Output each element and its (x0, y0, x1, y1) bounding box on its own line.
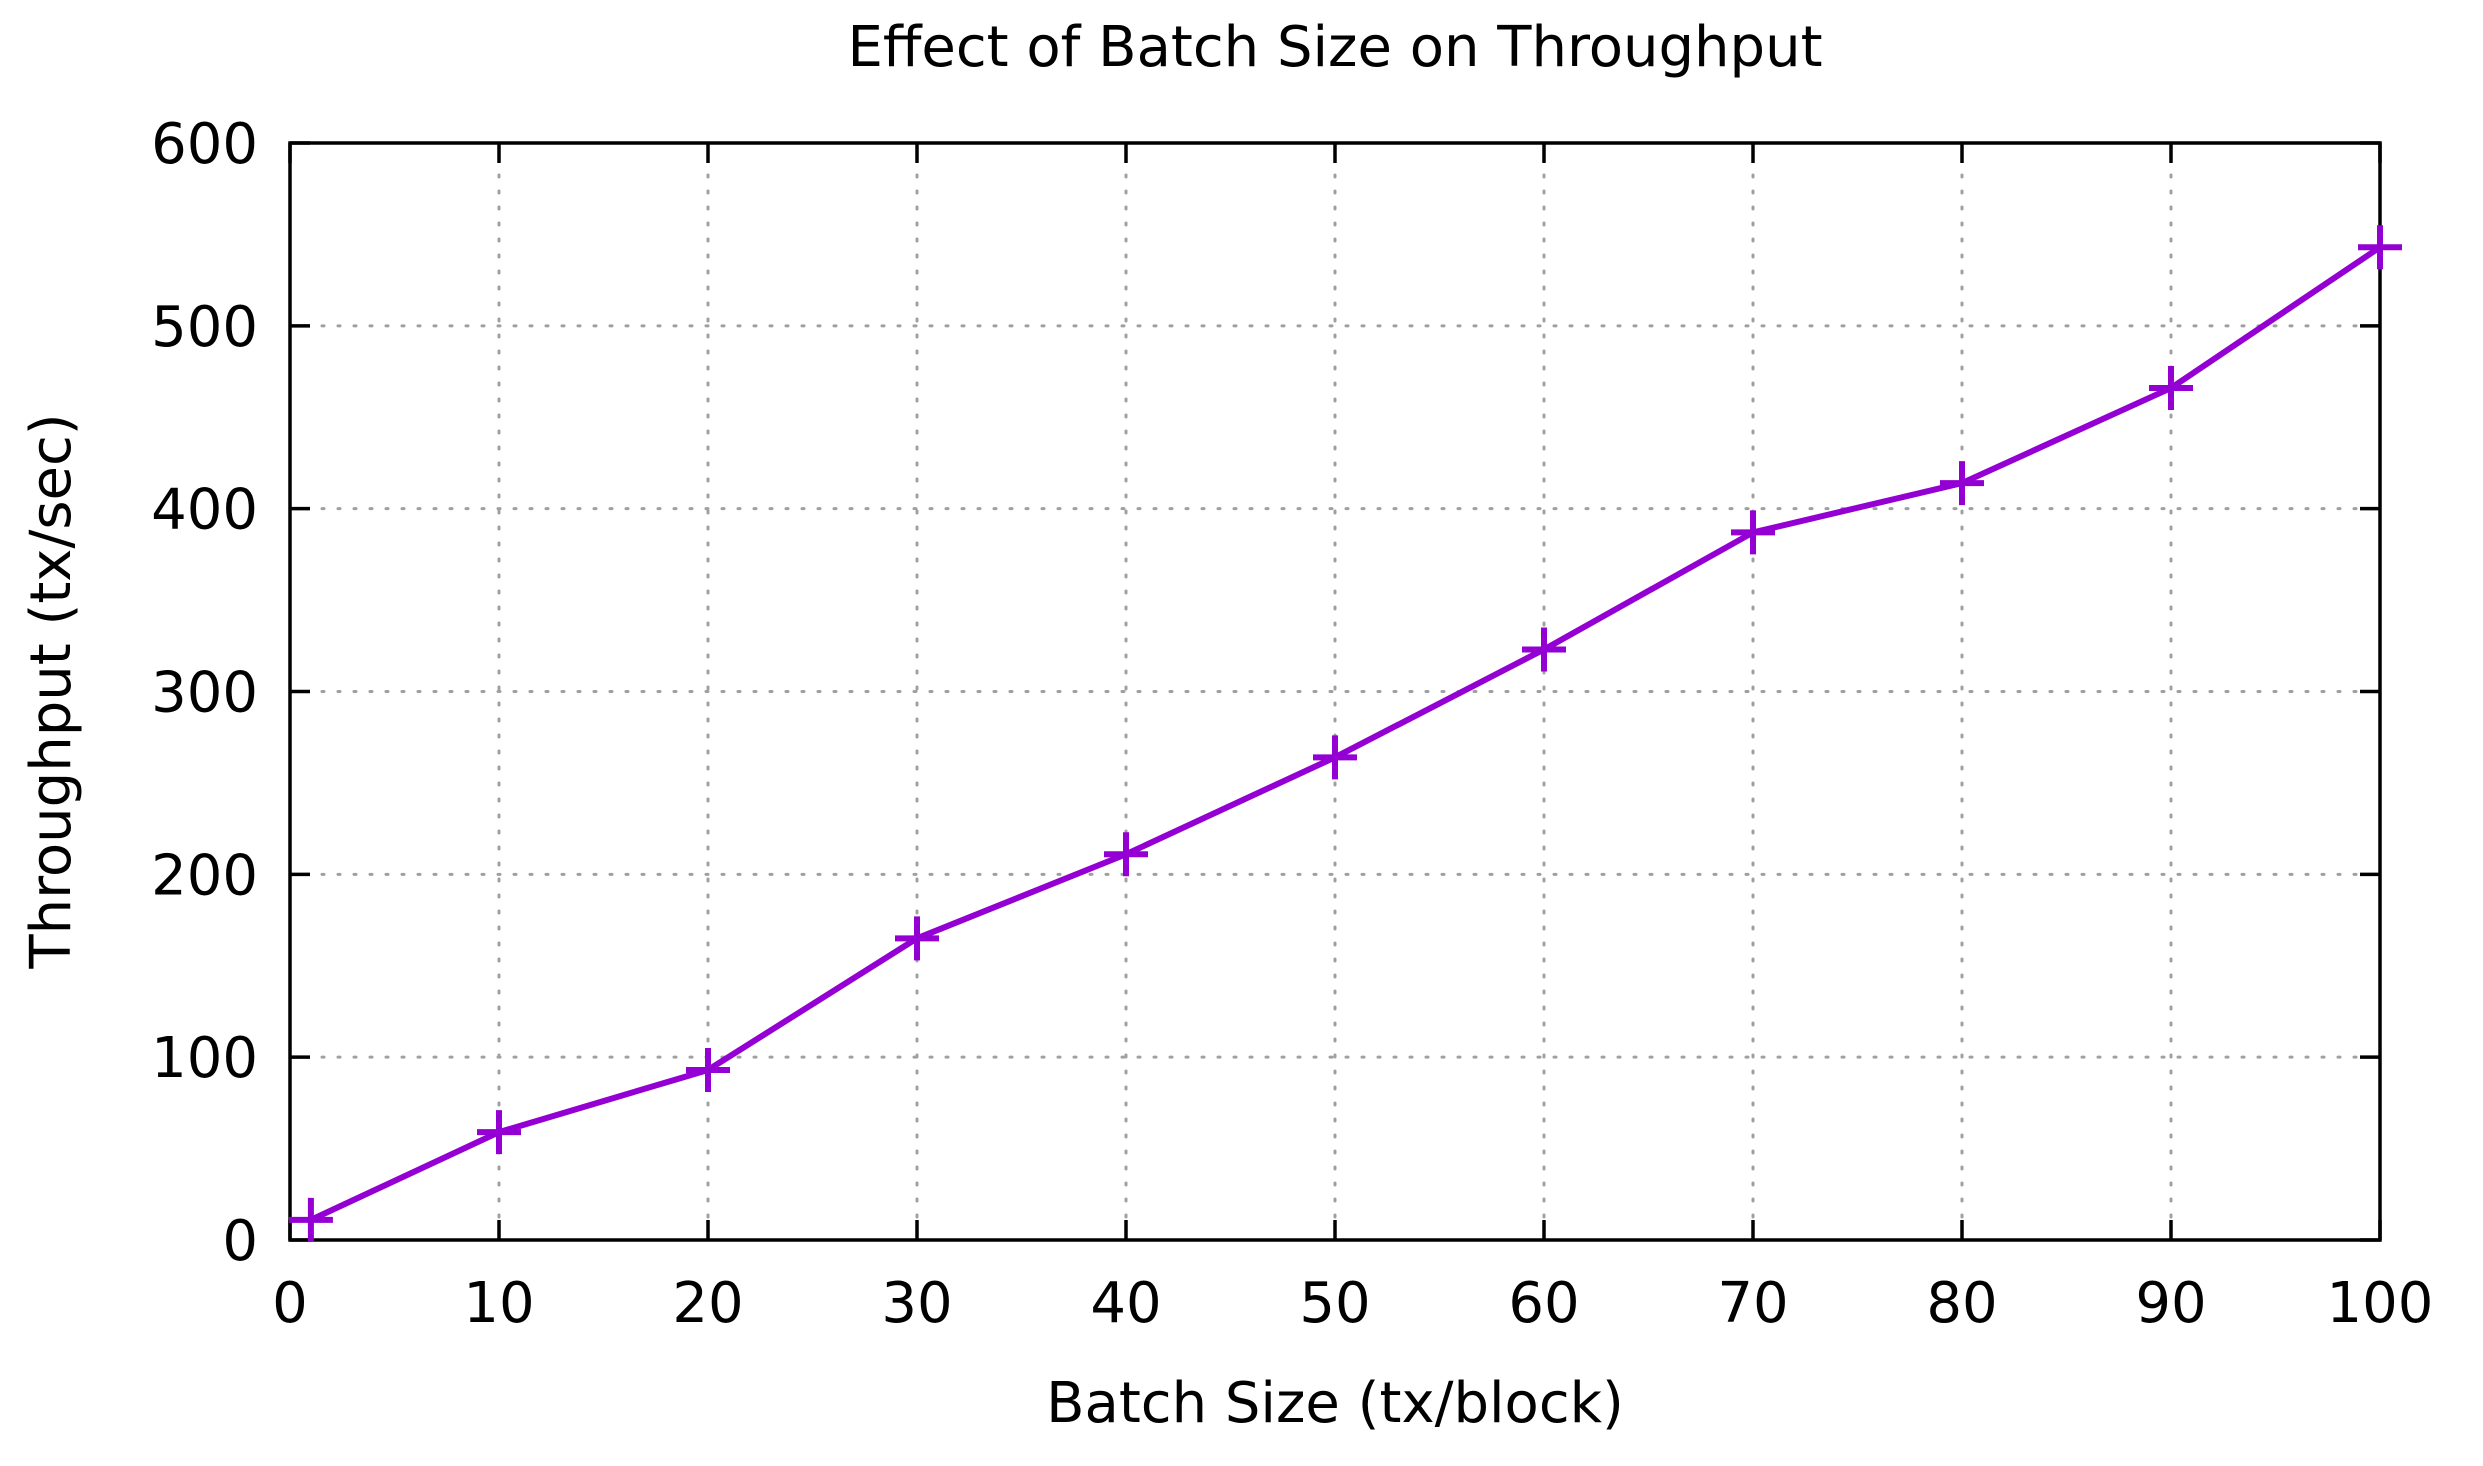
chart-title: Effect of Batch Size on Throughput (847, 15, 1822, 80)
y-tick-label: 0 (222, 1209, 258, 1274)
x-tick-label: 30 (881, 1271, 952, 1336)
x-tick-label: 100 (2327, 1271, 2434, 1336)
x-tick-label: 90 (2135, 1271, 2206, 1336)
x-tick-label: 40 (1090, 1271, 1161, 1336)
data-point-marker (2358, 225, 2402, 270)
data-point-marker (1104, 832, 1148, 877)
series-layer (288, 225, 2402, 1242)
data-point-marker (2149, 365, 2193, 410)
grid-layer (288, 141, 2382, 1242)
series-line-0 (307, 244, 2383, 1223)
y-tick-label: 400 (151, 478, 258, 543)
data-point-marker (1522, 627, 1566, 672)
data-point-marker (288, 1197, 333, 1242)
data-point-marker (1731, 510, 1775, 555)
x-tick-label: 10 (463, 1271, 534, 1336)
y-tick-label: 600 (151, 112, 258, 177)
label-layer: 0 10 20 30 40 50 60 70 80 90 100 0 100 200 300 400 500 60… (151, 112, 2433, 1336)
data-point-marker (1940, 461, 1984, 506)
data-point-marker (477, 1110, 521, 1155)
y-tick-label: 200 (151, 843, 258, 908)
data-point-marker (1313, 735, 1357, 780)
tick-layer (288, 141, 2382, 1242)
x-tick-label: 20 (672, 1271, 743, 1336)
x-tick-label: 0 (272, 1271, 308, 1336)
data-point-marker (895, 916, 939, 961)
data-point-marker (686, 1047, 730, 1092)
x-tick-label: 80 (1926, 1271, 1997, 1336)
y-axis-label: Throughput (tx/sec) (19, 413, 84, 969)
y-tick-label: 100 (151, 1026, 258, 1091)
x-tick-label: 50 (1299, 1271, 1370, 1336)
x-tick-label: 70 (1717, 1271, 1788, 1336)
x-axis-label: Batch Size (tx/block) (1046, 1371, 1624, 1436)
x-tick-label: 60 (1508, 1271, 1579, 1336)
y-tick-label: 300 (151, 661, 258, 726)
y-tick-label: 500 (151, 295, 258, 360)
